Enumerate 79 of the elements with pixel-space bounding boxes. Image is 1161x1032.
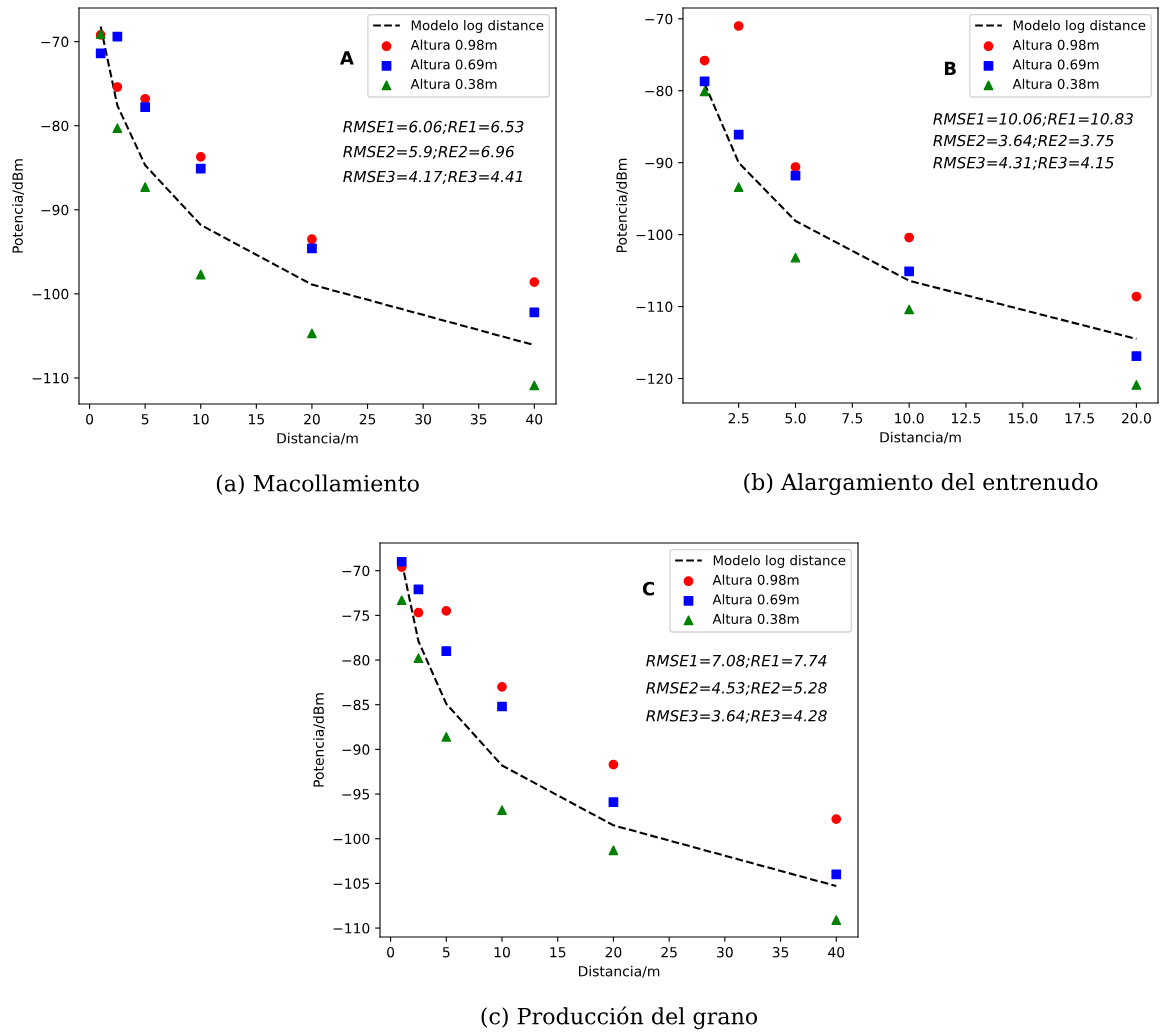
text: (c) Producción del grano	[481, 1006, 758, 1030]
y-tick-label: −100	[32, 288, 69, 300]
x-axis-title: Distancia/m	[880, 431, 961, 444]
y-tick-label: −80	[645, 85, 673, 97]
y-tick-label: −85	[342, 699, 370, 711]
y-tick-label: −75	[342, 610, 370, 621]
x-tick-label: 25	[661, 946, 677, 958]
x-tick-label: 15.0	[1008, 412, 1038, 424]
legend-label: Altura 0.38m	[410, 78, 497, 90]
y-tick-label: −110	[636, 301, 673, 313]
annotation: B	[944, 61, 956, 75]
y-tick-label: −110	[32, 372, 69, 384]
annotation: RMSE2=3.64;RE2=3.75	[933, 134, 1114, 148]
text: (a) Macollamiento	[216, 474, 419, 495]
legend-label: Altura 0.69m	[410, 59, 497, 70]
x-axis-title: Distancia/m	[277, 432, 358, 445]
text: (b) Alargamiento del entrenudo	[744, 473, 1098, 495]
x-axis-title: Distancia/m	[578, 965, 660, 978]
annotation: A	[340, 51, 354, 65]
legend-label: Altura 0.38m	[712, 613, 799, 625]
legend-label: Altura 0.38m	[1012, 78, 1099, 90]
annotation: RMSE1=6.06;RE1=6.53	[343, 120, 524, 134]
legend-label: Altura 0.98m	[1012, 39, 1099, 50]
x-tick-label: 15	[550, 947, 566, 958]
x-tick-label: 7.5	[842, 413, 863, 424]
x-tick-label: 35	[470, 413, 487, 425]
y-tick-label: −120	[636, 373, 673, 385]
x-tick-label: 25	[359, 413, 376, 425]
y-tick-label: −90	[645, 157, 673, 169]
annotation: RMSE3=4.17;RE3=4.41	[343, 170, 523, 184]
y-axis-title: Potencia/dBm	[313, 693, 325, 787]
x-tick-label: 30	[415, 413, 432, 425]
annotation: RMSE1=10.06;RE1=10.83	[933, 113, 1133, 127]
x-tick-label: 2.5	[728, 412, 749, 424]
annotation: C	[642, 581, 655, 596]
y-tick-label: −80	[41, 120, 69, 132]
legend-label: Altura 0.69m	[1012, 59, 1099, 70]
x-tick-label: 10	[494, 946, 510, 958]
legend-label: Altura 0.98m	[410, 39, 497, 50]
y-tick-label: −80	[342, 655, 370, 666]
x-tick-label: 12.5	[952, 412, 981, 424]
annotation: RMSE2=4.53;RE2=5.28	[646, 682, 827, 696]
x-tick-label: 40	[526, 413, 543, 425]
x-tick-label: 40	[828, 946, 845, 958]
y-tick-label: −70	[645, 13, 673, 25]
annotation: RMSE2=5.9;RE2=6.96	[343, 145, 515, 159]
x-tick-label: 0	[86, 413, 94, 425]
x-tick-label: 5	[442, 947, 450, 958]
x-tick-label: 17.5	[1065, 413, 1094, 424]
x-tick-label: 20	[304, 413, 320, 425]
x-tick-label: 10.0	[895, 412, 924, 424]
x-tick-label: 35	[772, 946, 789, 958]
y-tick-label: −105	[333, 878, 370, 889]
y-tick-label: −70	[342, 565, 370, 577]
y-axis-title: Potencia/dBm	[616, 158, 628, 252]
x-tick-label: 5.0	[785, 412, 806, 424]
annotation: RMSE3=3.64;RE3=4.28	[646, 710, 827, 724]
legend-label: Modelo log distance	[713, 555, 846, 568]
x-tick-label: 10	[193, 413, 209, 425]
x-tick-label: 30	[717, 946, 733, 958]
y-tick-label: −90	[41, 204, 69, 216]
legend-label: Altura 0.98m	[712, 574, 799, 585]
y-tick-label: −90	[342, 744, 370, 755]
x-tick-label: 5	[141, 414, 149, 425]
y-tick-label: −110	[333, 923, 370, 934]
annotation: RMSE3=4.31;RE3=4.15	[933, 156, 1114, 171]
legend-label: Modelo log distance	[1013, 20, 1146, 33]
legend-label: Altura 0.69m	[712, 594, 799, 605]
legend-label: Modelo log distance	[411, 20, 544, 33]
annotation: RMSE1=7.08;RE1=7.74	[646, 654, 827, 668]
x-tick-label: 0	[387, 946, 395, 958]
x-tick-label: 20	[605, 946, 622, 958]
x-tick-label: 15	[249, 414, 264, 425]
y-tick-label: −100	[636, 229, 673, 241]
y-tick-label: −100	[333, 833, 370, 845]
y-tick-label: −70	[41, 36, 69, 48]
x-tick-label: 20.0	[1121, 412, 1151, 424]
y-axis-title: Potencia/dBm	[12, 159, 24, 253]
y-tick-label: −95	[342, 789, 370, 800]
